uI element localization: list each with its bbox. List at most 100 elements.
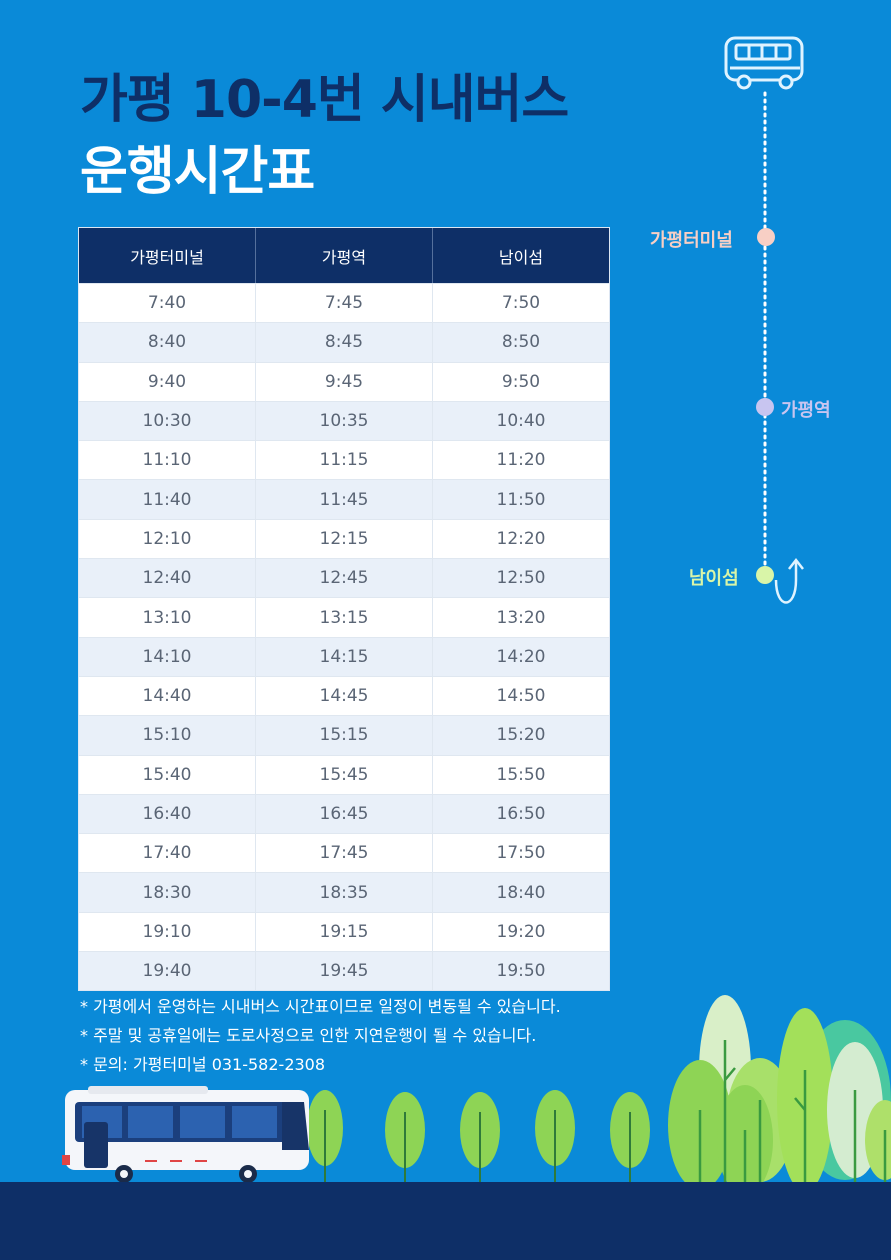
note-schedule-change: * 가평에서 운영하는 시내버스 시간표이므로 일정이 변동될 수 있습니다. bbox=[80, 997, 561, 1016]
table-row: 15:10 15:15 15:20 bbox=[79, 715, 609, 755]
stop-label-nami: 남이섬 bbox=[689, 568, 739, 589]
cell-terminal: 16:40 bbox=[79, 794, 256, 834]
stop-dot-station bbox=[756, 398, 774, 416]
cell-terminal: 8:40 bbox=[79, 323, 256, 362]
stop-label-station: 가평역 bbox=[781, 400, 831, 421]
cell-nami: 12:50 bbox=[496, 568, 546, 589]
title-line2: 운행시간표 bbox=[80, 142, 315, 202]
cell-station: 12:45 bbox=[256, 559, 433, 598]
cell-nami: 8:50 bbox=[501, 332, 541, 353]
cell-nami: 7:50 bbox=[501, 293, 541, 314]
cell-terminal: 10:30 bbox=[79, 401, 256, 441]
cell-station: 14:15 bbox=[256, 637, 433, 676]
cell-station: 8:45 bbox=[256, 323, 433, 362]
table-row: 11:10 11:15 11:20 bbox=[79, 440, 609, 480]
u-turn-arrow-head-icon bbox=[788, 557, 804, 570]
stop-dot-terminal bbox=[757, 228, 775, 246]
cell-terminal: 17:40 bbox=[79, 834, 256, 873]
cell-station: 13:15 bbox=[256, 598, 433, 637]
cell-terminal: 14:10 bbox=[79, 637, 256, 676]
cell-station: 16:45 bbox=[256, 794, 433, 834]
cell-station: 17:45 bbox=[256, 834, 433, 873]
cell-station: 15:45 bbox=[256, 755, 433, 794]
table-row: 12:10 12:15 12:20 bbox=[79, 518, 609, 559]
header-terminal: 가평터미널 bbox=[79, 228, 256, 283]
small-trees bbox=[307, 1090, 650, 1182]
cell-terminal: 12:40 bbox=[79, 559, 256, 598]
note-contact: * 문의: 가평터미널 031-582-2308 bbox=[80, 1055, 326, 1074]
cell-nami: 14:20 bbox=[496, 646, 546, 667]
cell-terminal: 11:10 bbox=[79, 441, 256, 480]
cell-nami: 14:50 bbox=[496, 686, 546, 707]
route-diagram bbox=[724, 36, 804, 604]
cell-nami: 10:40 bbox=[496, 411, 546, 432]
cell-nami: 16:50 bbox=[496, 804, 546, 824]
cell-terminal: 11:40 bbox=[79, 480, 256, 519]
table-row: 19:10 19:15 19:20 bbox=[79, 911, 609, 952]
cell-nami: 17:50 bbox=[496, 843, 546, 864]
table-row: 18:30 18:35 18:40 bbox=[79, 872, 609, 912]
cell-nami: 18:40 bbox=[496, 882, 546, 903]
table-row: 10:30 10:35 10:40 bbox=[79, 400, 609, 441]
table-row: 13:10 13:15 13:20 bbox=[79, 597, 609, 637]
table-row: 15:40 15:45 15:50 bbox=[79, 754, 609, 794]
cell-station: 11:15 bbox=[256, 441, 433, 480]
table-body: 7:40 7:45 7:50 8:40 8:45 8:50 9:40 9:45 9:50 10:3… bbox=[79, 283, 609, 991]
cell-nami: 19:50 bbox=[496, 961, 546, 982]
cell-nami: 15:20 bbox=[496, 725, 546, 746]
cell-station: 18:35 bbox=[256, 873, 433, 912]
cell-terminal: 14:40 bbox=[79, 676, 256, 716]
cell-nami: 11:20 bbox=[496, 450, 546, 471]
cell-nami: 15:50 bbox=[496, 764, 546, 785]
cell-terminal: 13:10 bbox=[79, 598, 256, 637]
table-row: 8:40 8:45 8:50 bbox=[79, 322, 609, 362]
table-row: 19:40 19:45 19:50 bbox=[79, 951, 609, 991]
cell-nami: 9:50 bbox=[501, 371, 541, 392]
ground bbox=[0, 1182, 891, 1260]
header-nami: 남이섬 bbox=[498, 247, 544, 267]
table-row: 14:10 14:15 14:20 bbox=[79, 636, 609, 676]
table-header: 가평터미널 가평역 남이섬 bbox=[79, 228, 609, 283]
cell-terminal: 7:40 bbox=[79, 284, 256, 323]
table-row: 12:40 12:45 12:50 bbox=[79, 558, 609, 598]
bus-illustration bbox=[62, 1086, 309, 1183]
cell-station: 12:15 bbox=[256, 519, 433, 559]
cell-nami: 13:20 bbox=[496, 607, 546, 628]
cell-terminal: 19:10 bbox=[79, 912, 256, 952]
cell-station: 11:45 bbox=[256, 480, 433, 519]
cell-terminal: 18:30 bbox=[79, 873, 256, 912]
header-station: 가평역 bbox=[256, 228, 433, 283]
table-row: 11:40 11:45 11:50 bbox=[79, 479, 609, 519]
timetable: 가평터미널 가평역 남이섬 7:40 7:45 7:50 8:40 8:45 8:50 9:… bbox=[78, 227, 610, 992]
table-row: 9:40 9:45 9:50 bbox=[79, 361, 609, 401]
table-row: 14:40 14:45 14:50 bbox=[79, 675, 609, 716]
note-weekend-delay: * 주말 및 공휴일에는 도로사정으로 인한 지연운행이 될 수 있습니다. bbox=[80, 1026, 537, 1045]
cell-station: 9:45 bbox=[256, 362, 433, 401]
tree-illustration bbox=[668, 995, 891, 1190]
cell-terminal: 19:40 bbox=[79, 952, 256, 991]
cell-nami: 19:20 bbox=[496, 921, 546, 942]
cell-station: 7:45 bbox=[256, 284, 433, 323]
cell-terminal: 12:10 bbox=[79, 519, 256, 559]
cell-station: 15:15 bbox=[256, 716, 433, 755]
bottom-illustration bbox=[62, 995, 891, 1190]
page-title: 가평 10-4번 시내버스 운행시간표 bbox=[80, 64, 569, 208]
title-line1: 가평 10-4번 시내버스 bbox=[80, 70, 569, 130]
cell-station: 14:45 bbox=[256, 676, 433, 716]
stop-dot-nami bbox=[756, 566, 774, 584]
cell-nami: 12:20 bbox=[496, 528, 546, 549]
cell-terminal: 15:10 bbox=[79, 716, 256, 755]
cell-nami: 11:50 bbox=[496, 489, 546, 510]
cell-station: 19:15 bbox=[256, 912, 433, 952]
cell-terminal: 9:40 bbox=[79, 362, 256, 401]
cell-station: 10:35 bbox=[256, 401, 433, 441]
stop-label-terminal: 가평터미널 bbox=[650, 230, 733, 251]
bus-icon bbox=[724, 36, 804, 90]
cell-terminal: 15:40 bbox=[79, 755, 256, 794]
cell-station: 19:45 bbox=[256, 952, 433, 991]
table-row: 7:40 7:45 7:50 bbox=[79, 283, 609, 323]
table-row: 17:40 17:45 17:50 bbox=[79, 833, 609, 873]
notes: * 가평에서 운영하는 시내버스 시간표이므로 일정이 변동될 수 있습니다. … bbox=[80, 992, 561, 1079]
table-row: 16:40 16:45 16:50 bbox=[79, 793, 609, 834]
u-turn-arrow-icon bbox=[774, 562, 798, 604]
